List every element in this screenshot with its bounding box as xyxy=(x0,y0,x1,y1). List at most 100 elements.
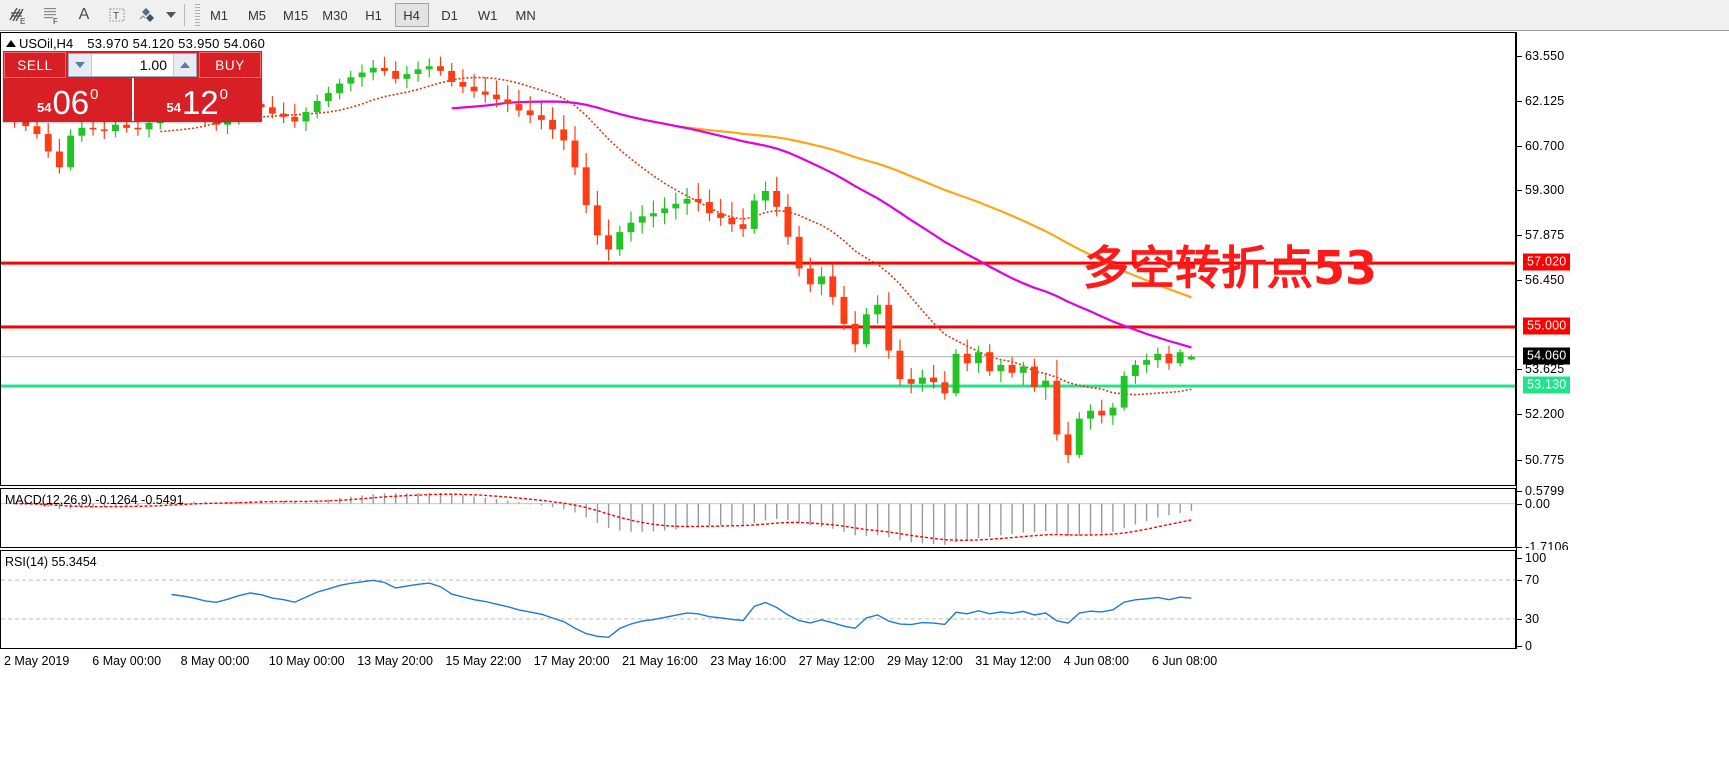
text-tool-icon[interactable]: A xyxy=(78,6,90,23)
moving-average-line xyxy=(675,125,1192,299)
timeframe-h1[interactable]: H1 xyxy=(365,7,382,23)
price-level-tag[interactable]: 53.130 xyxy=(1523,376,1571,394)
volume-increment-button[interactable] xyxy=(173,54,196,76)
candle-body xyxy=(1109,407,1117,416)
candle-wick xyxy=(720,198,722,226)
sell-button[interactable]: SELL xyxy=(4,52,66,78)
level-line xyxy=(1,356,1515,358)
volume-value[interactable]: 1.00 xyxy=(139,57,167,73)
one-click-trading-panel[interactable]: SELL 1.00 BUY 54 06 0 54 12 0 xyxy=(3,51,262,122)
timeframe-h4[interactable]: H4 xyxy=(394,3,429,27)
buy-price[interactable]: 54 12 0 xyxy=(131,78,262,121)
candle-body xyxy=(1098,410,1106,416)
candle-body xyxy=(907,379,915,384)
timeframe-m15[interactable]: M15 xyxy=(283,7,309,23)
macd-histogram-bar xyxy=(787,503,789,520)
candle-body xyxy=(1053,380,1061,435)
price-level-tag[interactable]: 54.060 xyxy=(1523,347,1571,365)
candle-body xyxy=(896,350,904,380)
axis-tick xyxy=(1516,414,1522,416)
buy-price-prefix: 54 xyxy=(166,100,181,115)
objects-dropdown-icon[interactable] xyxy=(162,2,178,28)
macd-histogram-bar xyxy=(540,503,543,506)
macd-histogram-bar xyxy=(675,503,677,530)
time-tick-label: 13 May 20:00 xyxy=(357,654,433,668)
timeframe-m5[interactable]: M5 xyxy=(247,7,267,23)
macd-histogram-bar xyxy=(1134,503,1137,525)
macd-histogram-bar xyxy=(899,503,901,541)
candle-body xyxy=(963,353,971,364)
macd-histogram-bar xyxy=(428,492,430,504)
macd-axis[interactable]: 0.5799 0.00 -1.7106 xyxy=(1516,484,1729,554)
macd-histogram-bar xyxy=(462,495,464,504)
caret-down-icon xyxy=(75,62,85,68)
macd-tick-label: 0.00 xyxy=(1525,496,1551,511)
price-axis[interactable]: 63.550 62.125 60.700 59.300 57.875 56.450 53.6… xyxy=(1516,32,1729,486)
candle-body xyxy=(515,104,523,111)
macd-histogram-bar xyxy=(518,502,520,504)
chart-annotation-text: 多空转折点53 xyxy=(1083,241,1378,295)
macd-pane[interactable] xyxy=(0,488,1516,548)
collapse-triangle-icon[interactable] xyxy=(6,40,16,47)
candle-body xyxy=(1120,376,1128,408)
candle-body xyxy=(313,101,321,113)
toolbar-grip[interactable] xyxy=(195,4,200,26)
macd-histogram-bar xyxy=(989,503,991,537)
candle-wick xyxy=(742,208,744,237)
rsi-axis[interactable]: 100 70 30 0 xyxy=(1516,550,1729,653)
volume-stepper[interactable]: 1.00 xyxy=(68,53,197,77)
indicators-icon[interactable]: E xyxy=(3,2,33,28)
macd-histogram-bar xyxy=(776,503,778,520)
timeframe-w1[interactable]: W1 xyxy=(477,7,498,23)
macd-histogram-bar xyxy=(585,503,587,518)
candle-body xyxy=(134,127,142,130)
buy-price-main: 12 xyxy=(181,84,219,121)
candle-body xyxy=(862,314,870,345)
candle-body xyxy=(616,232,624,250)
candle-body xyxy=(605,235,612,250)
chart-area[interactable]: 63.550 62.125 60.700 59.300 57.875 56.450 53.6… xyxy=(0,32,1729,735)
macd-histogram-bar xyxy=(1168,503,1170,516)
volume-decrement-button[interactable] xyxy=(69,54,92,76)
timeframe-mn[interactable]: MN xyxy=(515,7,536,23)
time-tick-label: 2 May 2019 xyxy=(4,654,70,668)
macd-histogram-bar xyxy=(753,503,755,523)
timeframe-d1[interactable]: D1 xyxy=(441,7,458,23)
candle-body xyxy=(392,70,400,79)
time-tick-label: 15 May 22:00 xyxy=(445,654,522,668)
macd-histogram-bar xyxy=(910,503,912,543)
macd-histogram-bar xyxy=(843,503,845,532)
periodicity-icon[interactable]: F xyxy=(36,2,66,28)
candle-body xyxy=(470,86,478,92)
candle-body xyxy=(1042,380,1050,387)
macd-histogram-bar xyxy=(495,499,498,504)
candle-body xyxy=(100,129,108,131)
timeframe-m30[interactable]: M30 xyxy=(322,7,348,23)
price-level-tag[interactable]: 57.020 xyxy=(1523,253,1571,271)
price-level-tag[interactable]: 55.000 xyxy=(1523,317,1571,335)
macd-histogram-bar xyxy=(1157,503,1159,518)
rsi-pane[interactable] xyxy=(0,550,1516,649)
candle-body xyxy=(22,119,30,127)
price-tick-label: 53.625 xyxy=(1525,362,1565,377)
candle-body xyxy=(661,208,669,214)
candle-body xyxy=(560,129,568,141)
candle-body xyxy=(1143,360,1150,365)
objects-icon[interactable] xyxy=(135,2,159,28)
timeframe-m1[interactable]: M1 xyxy=(209,7,229,23)
candle-body xyxy=(369,67,377,73)
buy-button[interactable]: BUY xyxy=(199,52,261,78)
indicators-glyph: E xyxy=(9,7,25,25)
candle-body xyxy=(1176,352,1184,364)
candle-body xyxy=(874,304,881,315)
candle-wick xyxy=(271,96,273,119)
text-label-icon[interactable]: T xyxy=(102,2,132,28)
candle-body xyxy=(1154,353,1162,361)
sell-price[interactable]: 54 06 0 xyxy=(4,78,132,121)
candle-wick xyxy=(1022,361,1024,386)
macd-histogram-bar xyxy=(966,503,968,541)
time-axis[interactable]: 2 May 2019 6 May 00:00 8 May 00:00 10 May 0… xyxy=(0,652,1729,676)
axis-tick xyxy=(1516,190,1522,192)
macd-histogram-bar xyxy=(820,503,823,527)
price-tick-label: 56.450 xyxy=(1525,273,1565,288)
